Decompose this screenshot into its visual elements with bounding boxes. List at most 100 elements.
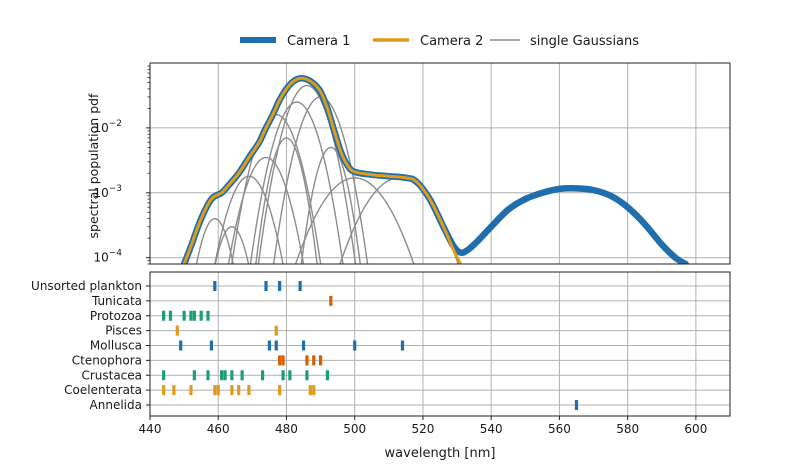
spectrum-axes-frame — [149, 62, 731, 265]
taxon-marker — [175, 325, 179, 336]
spectrum-panel: 10−410−310−2 spectral population pdf — [86, 62, 731, 265]
category-label: Ctenophora — [72, 353, 142, 367]
x-tick-label: 540 — [480, 422, 503, 436]
taxon-marker — [209, 340, 214, 351]
taxon-marker — [329, 295, 333, 306]
taxon-marker — [230, 385, 234, 396]
taxon-marker — [230, 370, 234, 381]
taxon-marker — [179, 340, 183, 351]
taxon-marker — [213, 281, 217, 291]
taxa-axes-frame — [149, 271, 731, 417]
category-label: Pisces — [105, 324, 142, 338]
taxa-grid — [149, 272, 730, 416]
taxon-marker — [189, 385, 193, 396]
y-tick-exponent: −2 — [109, 119, 122, 129]
taxon-marker — [216, 385, 220, 396]
single-gaussian-curve — [227, 156, 305, 264]
category-label: Tunicata — [91, 294, 142, 308]
taxon-marker — [298, 281, 302, 291]
taxon-marker — [281, 355, 285, 366]
x-tick-label: 600 — [684, 422, 707, 436]
x-tick-label: 520 — [411, 422, 434, 436]
taxon-marker — [162, 385, 166, 396]
taxon-marker — [206, 370, 210, 381]
single-gaussian-curve — [214, 226, 250, 264]
taxon-marker — [325, 370, 330, 381]
taxon-marker — [312, 355, 316, 366]
taxon-marker — [172, 385, 176, 396]
x-tick-label: 500 — [343, 422, 366, 436]
single-gaussian-curve — [214, 175, 284, 264]
single-gaussian-curve — [255, 137, 318, 264]
x-tick-label: 460 — [207, 422, 230, 436]
category-label: Coelenterata — [64, 383, 142, 397]
taxon-marker — [305, 355, 309, 366]
taxon-marker — [189, 310, 193, 321]
taxon-marker — [274, 340, 278, 351]
taxon-marker — [162, 370, 166, 381]
taxon-marker — [400, 340, 405, 351]
category-label: Annelida — [90, 398, 142, 412]
taxon-marker — [237, 385, 241, 396]
taxon-marker — [353, 340, 357, 351]
taxon-marker — [278, 281, 282, 291]
taxon-marker — [192, 310, 196, 321]
taxon-marker — [260, 370, 265, 381]
taxon-marker — [281, 370, 285, 381]
taxon-marker — [288, 370, 292, 381]
legend: Camera 1 Camera 2 single Gaussians — [240, 34, 639, 49]
taxon-marker — [278, 385, 282, 396]
single-gaussian-curve — [249, 101, 344, 264]
legend-label-camera-2: Camera 2 — [420, 34, 483, 49]
single-gaussian-curves — [195, 84, 459, 264]
single-gaussian-curve — [294, 177, 415, 264]
category-label: Unsorted plankton — [31, 279, 142, 293]
taxon-marker — [182, 310, 186, 321]
taxon-marker — [305, 370, 309, 381]
taxon-marker — [247, 385, 251, 396]
spectrum-grid — [149, 63, 730, 264]
single-gaussian-curve — [300, 146, 361, 264]
taxon-marker — [162, 310, 166, 321]
x-tick-label: 580 — [616, 422, 639, 436]
taxon-marker — [240, 370, 244, 381]
x-tick-label: 480 — [275, 422, 298, 436]
taxon-marker — [223, 370, 227, 381]
category-label: Mollusca — [90, 339, 142, 353]
taxon-marker — [274, 325, 278, 336]
taxon-marker — [199, 310, 203, 321]
single-gaussian-curve — [231, 113, 322, 264]
x-axis-ticks: 440 460 480 500 520 540 560 580 600 — [139, 416, 707, 436]
y-tick-label: 10−4 — [93, 249, 122, 265]
category-label: Protozoa — [90, 309, 142, 323]
single-gaussian-curve — [257, 84, 357, 264]
legend-label-camera-1: Camera 1 — [287, 34, 350, 49]
taxon-marker — [168, 310, 173, 321]
taxa-panel: Unsorted planktonTunicataProtozoaPiscesM… — [31, 271, 731, 461]
taxon-marker — [213, 385, 217, 396]
taxa-markers — [162, 281, 579, 410]
y-axis-label: spectral population pdf — [86, 93, 101, 239]
x-tick-label: 440 — [139, 422, 162, 436]
taxon-marker — [267, 340, 272, 351]
taxon-marker — [264, 281, 268, 291]
taxon-marker — [308, 385, 312, 396]
y-axis-ticks: 10−410−310−2 — [93, 65, 150, 265]
taxon-marker — [206, 310, 210, 321]
taxon-marker — [278, 355, 282, 366]
taxon-marker — [301, 340, 306, 351]
y-tick-exponent: −4 — [109, 249, 123, 259]
x-axis-label: wavelength [nm] — [385, 446, 496, 461]
x-tick-label: 560 — [548, 422, 571, 436]
legend-label-single-gaussians: single Gaussians — [530, 34, 639, 49]
camera-2-line — [182, 76, 462, 264]
taxon-marker — [574, 400, 579, 410]
y-tick-exponent: −3 — [109, 184, 122, 194]
taxon-marker — [220, 370, 224, 381]
category-labels: Unsorted planktonTunicataProtozoaPiscesM… — [31, 279, 150, 412]
single-gaussian-curve — [272, 96, 369, 264]
single-gaussian-curve — [195, 217, 234, 264]
category-label: Crustacea — [81, 368, 142, 382]
taxon-marker — [192, 370, 196, 381]
